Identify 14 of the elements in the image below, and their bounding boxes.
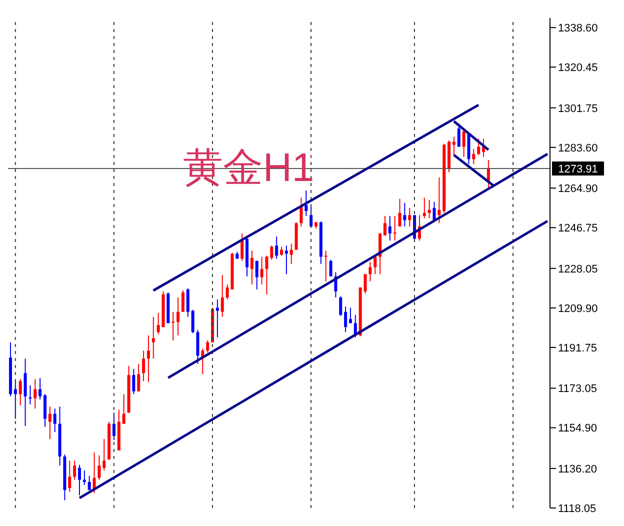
y-tick-label: 1191.75 (558, 342, 597, 354)
y-tick-label: 1246.75 (558, 222, 598, 235)
y-tick-label: 1136.20 (558, 463, 597, 476)
y-tick-label: 1301.75 (558, 102, 598, 115)
y-tick-label: 1283.60 (558, 142, 598, 154)
y-tick-label: 1320.45 (558, 62, 598, 74)
y-tick-label: 1264.90 (558, 183, 598, 196)
y-tick-label: 1154.90 (558, 422, 597, 435)
y-tick-label: 1338.60 (558, 22, 598, 34)
y-tick-label: 1209.90 (558, 302, 598, 315)
y-tick-label: 1228.05 (558, 263, 598, 276)
y-tick-label: 1173.05 (558, 383, 597, 396)
y-tick-label: 1118.05 (558, 502, 596, 515)
ref-line-label: 1273.91 (558, 163, 598, 176)
